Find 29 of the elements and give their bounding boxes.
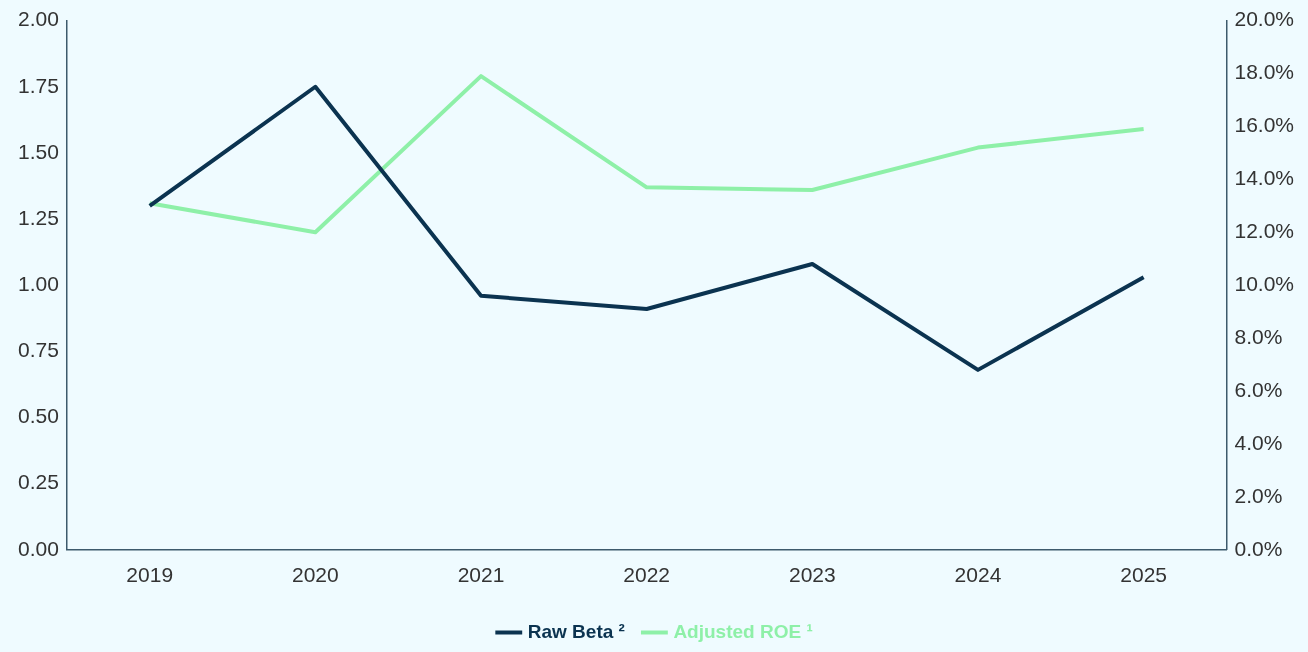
y2-tick-label: 8.0% (1234, 324, 1283, 348)
y2-tick-label: 10.0% (1234, 272, 1294, 295)
y-tick-label: 0.00 (18, 536, 59, 560)
y2-tick-label: 20.0% (1234, 7, 1294, 31)
y-tick-label: 1.25 (18, 205, 59, 229)
x-tick-label: 2019 (126, 563, 174, 587)
y2-tick-label: 14.0% (1234, 166, 1294, 190)
y-tick-label: 2.00 (18, 7, 59, 31)
y2-tick-label: 0.0% (1234, 536, 1283, 560)
legend-label: Raw Beta ² (527, 620, 625, 642)
y-tick-label: 1.50 (18, 139, 59, 163)
y2-tick-label: 16.0% (1234, 113, 1294, 137)
x-tick-label: 2022 (623, 563, 671, 587)
legend-label: Adjusted ROE ¹ (673, 620, 813, 642)
y-tick-label: 0.25 (18, 470, 59, 494)
x-tick-label: 2023 (788, 563, 836, 587)
y-tick-label: 1.00 (18, 272, 59, 295)
y2-tick-label: 2.0% (1234, 483, 1283, 507)
y-tick-label: 0.50 (18, 404, 59, 428)
y2-tick-label: 6.0% (1234, 377, 1283, 401)
y-tick-label: 0.75 (18, 338, 59, 362)
y2-tick-label: 12.0% (1234, 219, 1294, 243)
y-tick-label: 1.75 (18, 73, 59, 97)
y2-tick-label: 4.0% (1234, 430, 1283, 454)
y2-tick-label: 18.0% (1234, 60, 1294, 84)
x-tick-label: 2024 (954, 563, 1002, 587)
x-tick-label: 2021 (457, 563, 505, 587)
x-tick-label: 2020 (291, 563, 339, 587)
x-tick-label: 2025 (1120, 563, 1167, 587)
